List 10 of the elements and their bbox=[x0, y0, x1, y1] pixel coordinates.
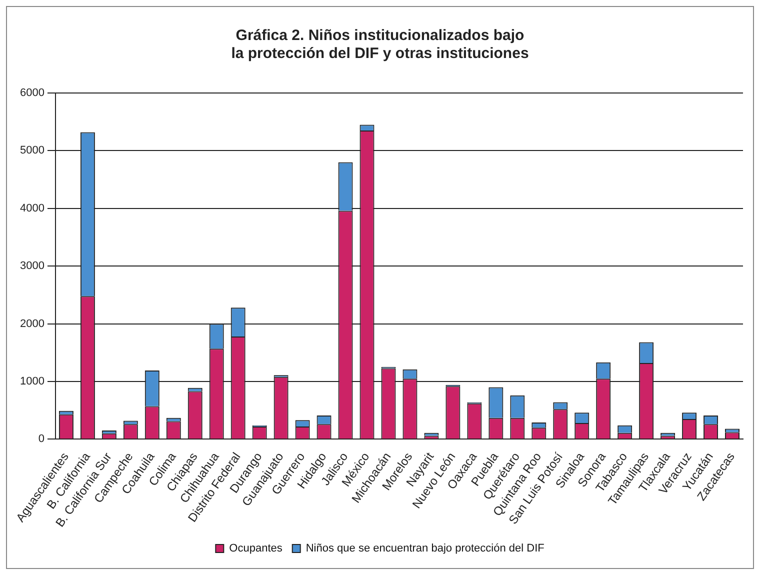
y-tick-label: 2000 bbox=[20, 318, 44, 330]
y-tick-label: 3000 bbox=[20, 260, 44, 272]
legend-label: Niños que se encuentran bajo protección del DIF bbox=[306, 542, 545, 555]
y-tick-label: 0 bbox=[38, 433, 44, 446]
legend-label: Ocupantes bbox=[229, 542, 283, 555]
y-tick-label: 6000 bbox=[20, 87, 44, 100]
y-tick-label: 1000 bbox=[20, 376, 44, 388]
y-tick-label: 5000 bbox=[20, 144, 44, 157]
y-tick-label: 4000 bbox=[20, 202, 44, 214]
chart-title: Gráfica 2. Niños institucionalizados bajo la protección del DIF y otras instituciones bbox=[231, 27, 529, 62]
